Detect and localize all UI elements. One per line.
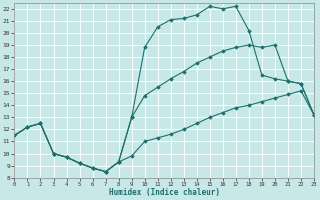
X-axis label: Humidex (Indice chaleur): Humidex (Indice chaleur) <box>109 188 220 197</box>
